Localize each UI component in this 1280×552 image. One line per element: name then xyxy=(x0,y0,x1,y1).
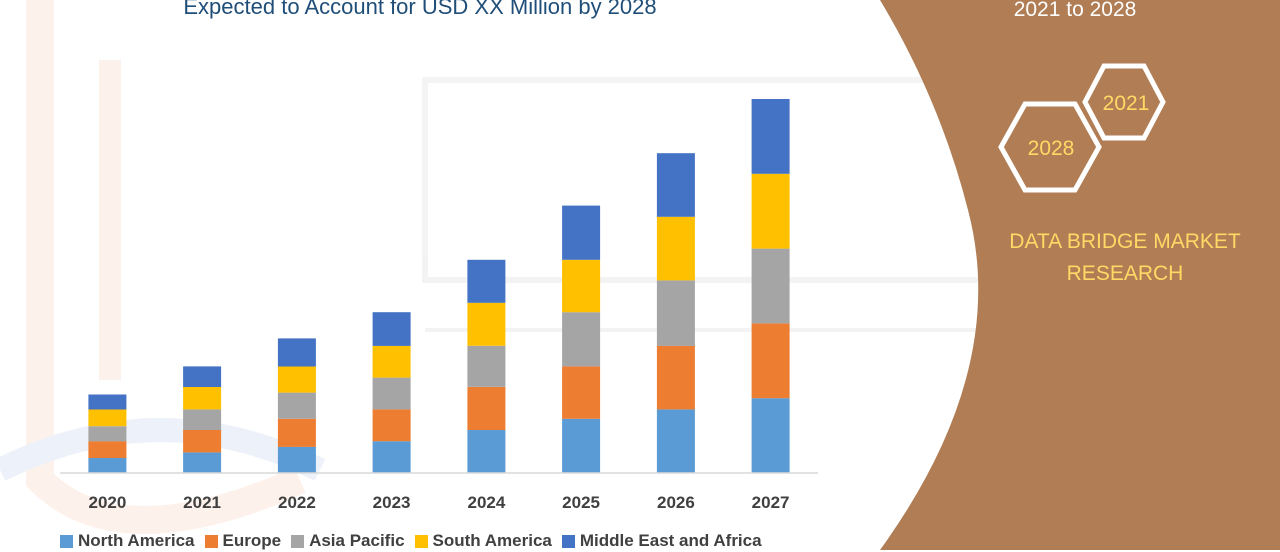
bar-2021-north-america xyxy=(183,452,222,473)
x-tick-label-2020: 2020 xyxy=(88,493,126,512)
bar-2023-europe xyxy=(372,409,411,442)
hexagon-2028 xyxy=(998,101,1102,193)
bar-2025-south-america xyxy=(562,259,601,313)
chart-bars xyxy=(88,99,790,473)
legend-label: Middle East and Africa xyxy=(579,531,762,550)
forecast-period: 2021 to 2028 xyxy=(1013,0,1137,21)
legend-label: Europe xyxy=(222,531,282,550)
bar-2020-south-america xyxy=(88,409,127,427)
bar-2025-middle-east-and-africa xyxy=(562,205,601,260)
legend-label: North America xyxy=(78,531,195,550)
bar-2020-asia-pacific xyxy=(88,426,127,442)
bar-2021-asia-pacific xyxy=(183,409,222,430)
bar-2024-europe xyxy=(467,387,506,430)
bar-2027-north-america xyxy=(751,398,790,473)
legend-swatch xyxy=(291,534,305,548)
bar-2022-asia-pacific xyxy=(277,392,316,419)
bar-2026-south-america xyxy=(656,216,695,281)
bar-2021-middle-east-and-africa xyxy=(183,366,222,387)
bar-2027-south-america xyxy=(751,173,790,249)
bar-2023-north-america xyxy=(372,441,411,473)
x-tick-label-2026: 2026 xyxy=(657,493,695,512)
x-tick-label-2027: 2027 xyxy=(752,493,790,512)
legend-swatch xyxy=(561,534,575,548)
legend-swatch xyxy=(60,534,73,548)
bar-2022-north-america xyxy=(277,446,316,473)
legend-item-south-america: South America xyxy=(414,531,552,551)
hexagon-2028-label: 2028 xyxy=(1028,137,1075,160)
legend-label: Asia Pacific xyxy=(309,531,405,550)
bar-2023-south-america xyxy=(372,345,411,378)
bar-2026-asia-pacific xyxy=(656,280,695,346)
bar-2021-south-america xyxy=(183,387,222,410)
legend-label: South America xyxy=(432,531,552,550)
hexagon-2021-label: 2021 xyxy=(1103,92,1150,115)
bar-2024-middle-east-and-africa xyxy=(467,259,506,303)
bar-2023-middle-east-and-africa xyxy=(372,312,411,346)
bar-2024-north-america xyxy=(467,430,506,473)
x-tick-label-2023: 2023 xyxy=(373,493,411,512)
bar-2024-asia-pacific xyxy=(467,345,506,387)
bar-2025-north-america xyxy=(562,418,601,473)
bar-2020-middle-east-and-africa xyxy=(88,394,127,410)
bar-2020-europe xyxy=(88,441,127,458)
x-axis-tick-labels: 2020 2021 2022 2023 2024 2025 2026 2027 xyxy=(88,493,789,512)
bar-2026-europe xyxy=(656,345,695,410)
legend-item-asia-pacific: Asia Pacific xyxy=(291,531,405,551)
bar-2021-europe xyxy=(183,430,222,453)
page-title: Expected to Account for USD XX Million b… xyxy=(183,0,657,19)
x-tick-label-2025: 2025 xyxy=(562,493,600,512)
bar-2020-north-america xyxy=(88,458,127,473)
chart-legend: North America Europe Asia Pacific South Ame… xyxy=(60,530,762,552)
bar-2022-middle-east-and-africa xyxy=(277,338,316,367)
legend-item-north-america: North America xyxy=(60,531,195,551)
x-tick-label-2024: 2024 xyxy=(467,493,505,512)
x-tick-label-2021: 2021 xyxy=(183,493,221,512)
legend-swatch xyxy=(414,534,428,548)
bar-2022-europe xyxy=(277,418,316,447)
hexagon-2021 xyxy=(1082,63,1166,141)
legend-swatch xyxy=(204,534,218,548)
bar-2025-europe xyxy=(562,366,601,419)
x-tick-label-2022: 2022 xyxy=(278,493,316,512)
bar-2025-asia-pacific xyxy=(562,312,601,367)
bar-2026-middle-east-and-africa xyxy=(656,153,695,217)
bar-2027-middle-east-and-africa xyxy=(751,99,790,174)
bar-2026-north-america xyxy=(656,409,695,473)
brand-name: DATA BRIDGE MARKET RESEARCH xyxy=(1009,230,1241,285)
bar-2027-asia-pacific xyxy=(751,248,790,324)
bar-2022-south-america xyxy=(277,366,316,393)
legend-item-europe: Europe xyxy=(204,531,282,551)
bar-2024-south-america xyxy=(467,302,506,346)
bar-2023-asia-pacific xyxy=(372,377,411,410)
legend-item-middle-east-and-africa: Middle East and Africa xyxy=(561,531,762,551)
bar-2027-europe xyxy=(751,323,790,399)
right-panel-background xyxy=(880,0,1280,550)
